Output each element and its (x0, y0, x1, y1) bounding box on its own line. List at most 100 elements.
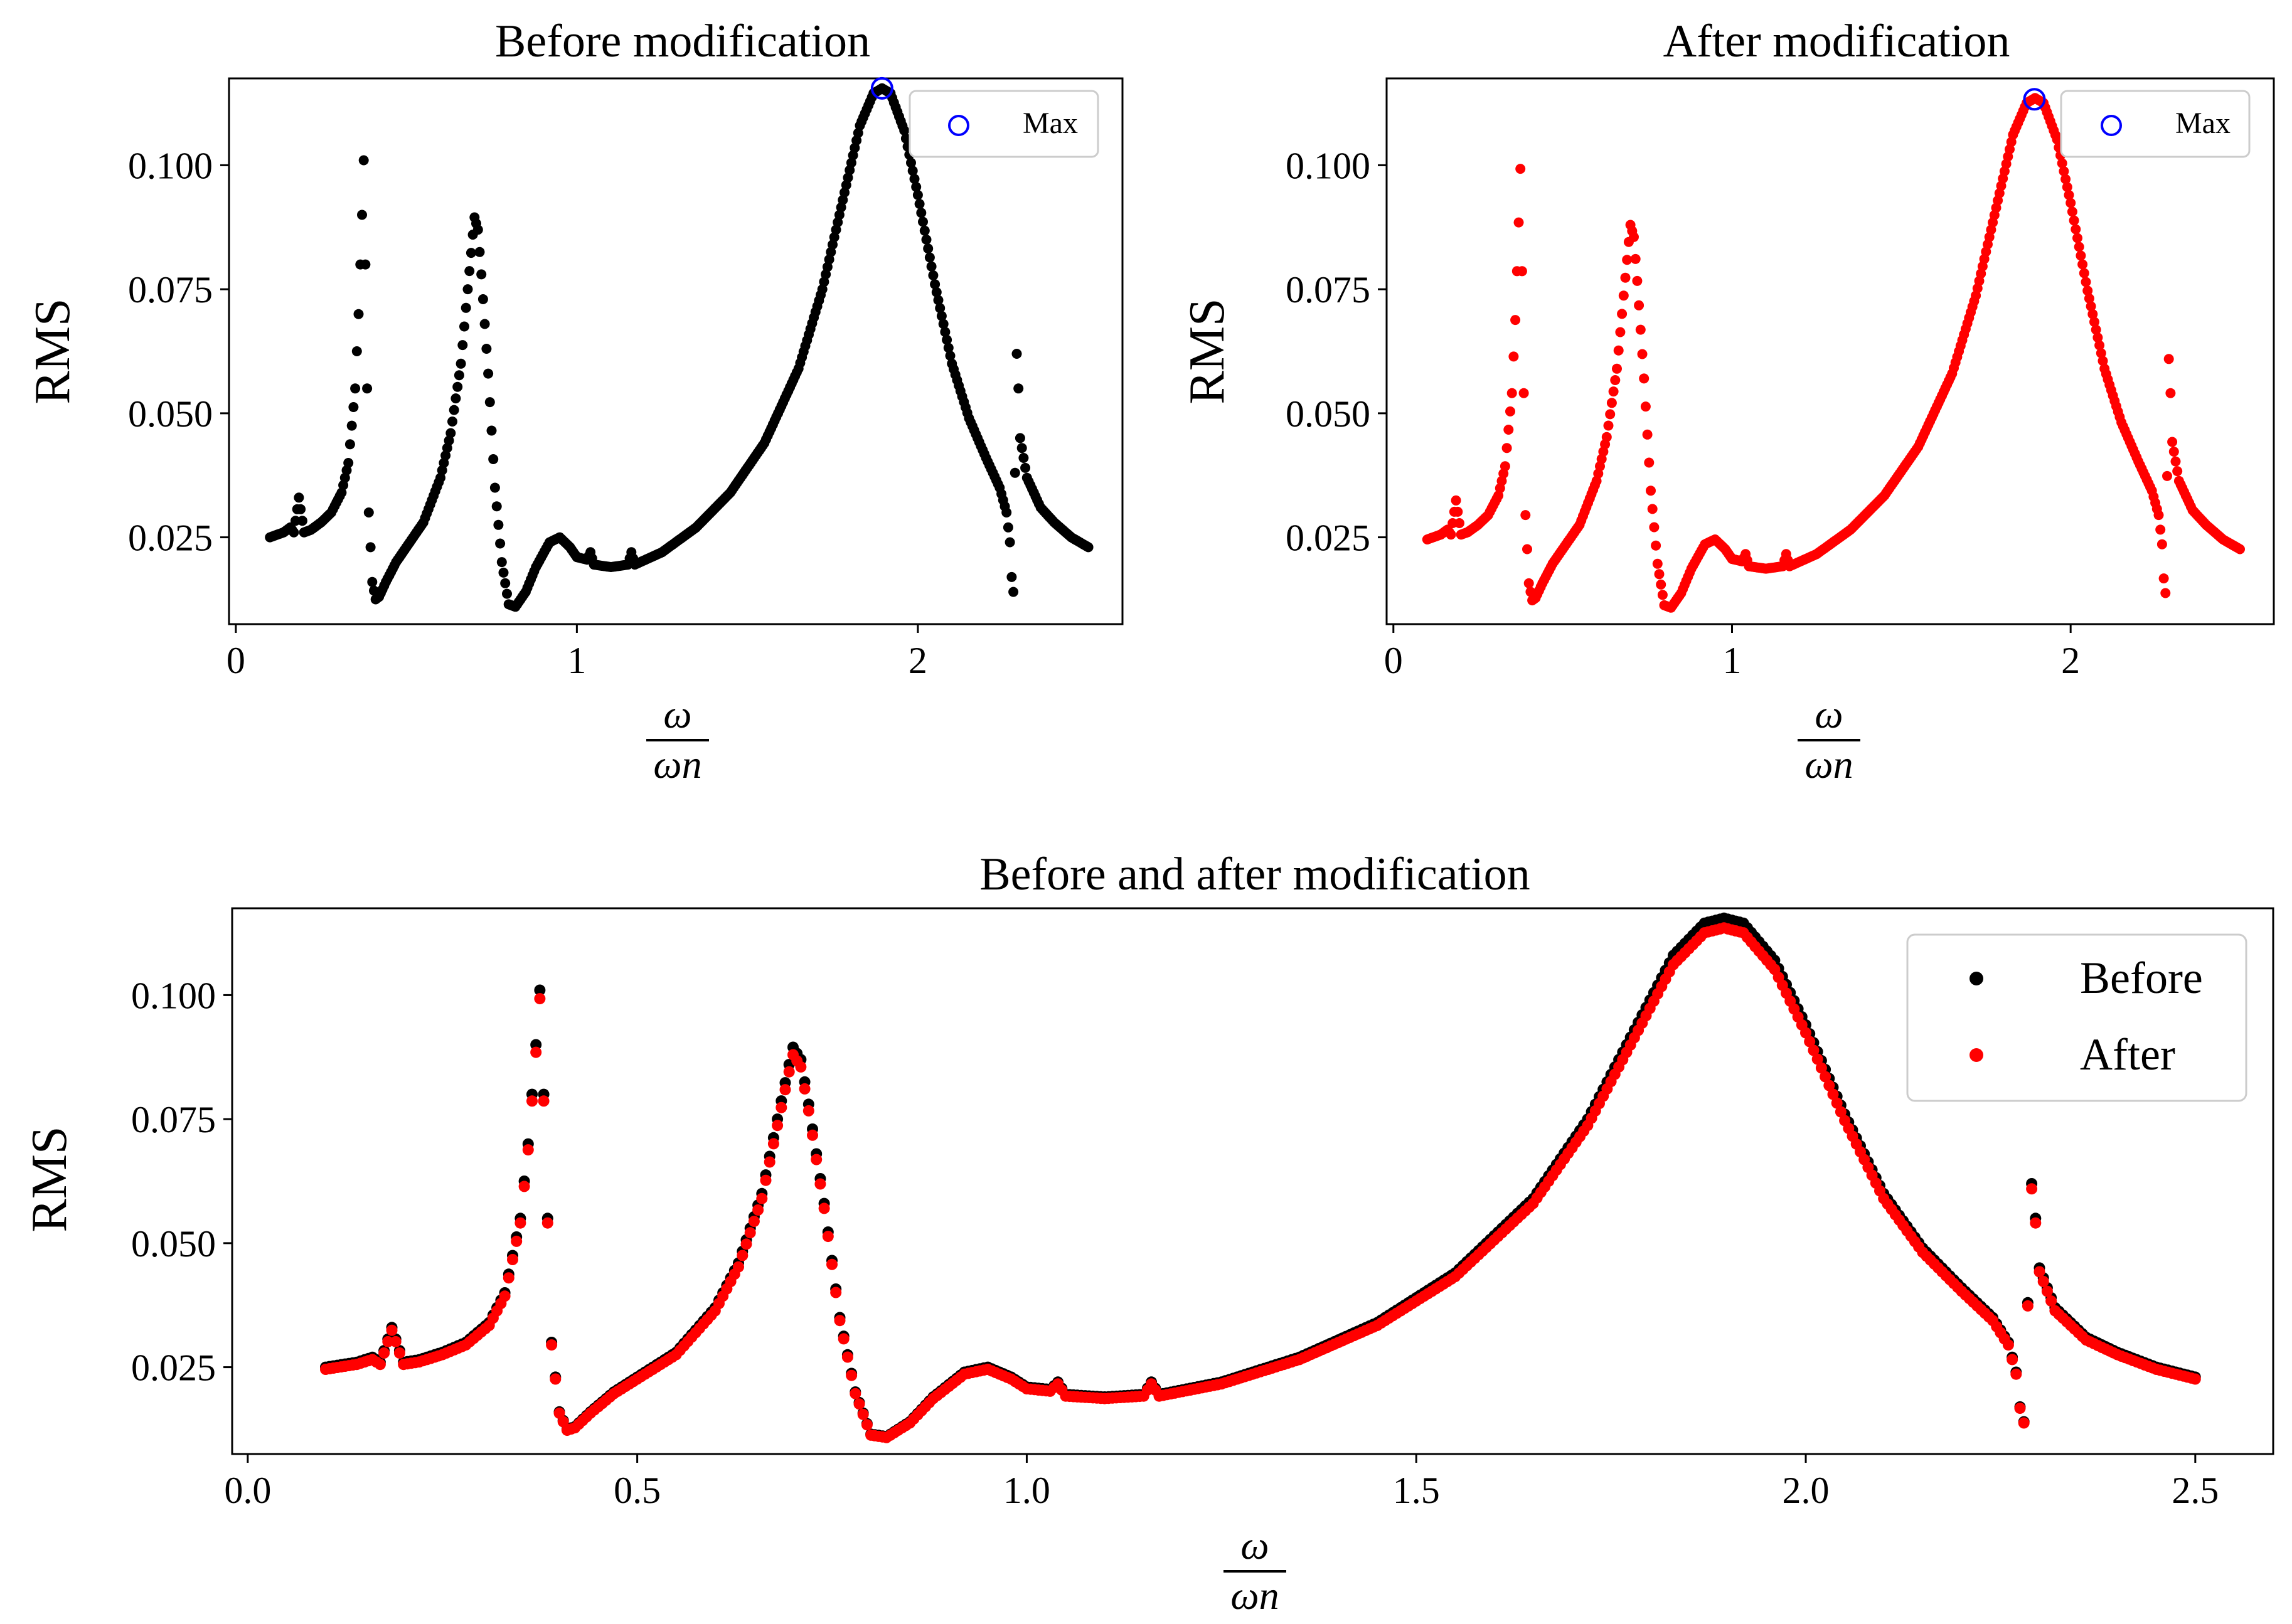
point-before-rms (294, 492, 304, 503)
point-before-rms (496, 557, 507, 568)
point-after-rms (2235, 544, 2245, 555)
point-before-rms (462, 284, 473, 295)
point-before-rms (452, 381, 463, 392)
axes-combined: 0.0 0.5 1.0 1.5 2.0 2.5 0.025 0.050 0.075 0.100 (131, 975, 2219, 1511)
xlabel-numerator-before: ω (663, 692, 691, 736)
point-after-rms (1639, 373, 1650, 384)
point-combined-after (2045, 1295, 2057, 1307)
xlabel-before: ω ωn (646, 692, 709, 787)
point-before-rms (351, 346, 362, 356)
point-after-rms (2069, 215, 2079, 226)
point-combined-after (783, 1066, 795, 1078)
point-before-rms (943, 342, 954, 353)
point-after-rms (1603, 420, 1614, 431)
point-before-rms (481, 344, 492, 354)
point-after-rms (1657, 590, 1668, 600)
point-after-rms (2071, 224, 2081, 235)
legend-box-combined (1906, 933, 2247, 1102)
point-after-rms (1620, 272, 1631, 283)
point-before-rms (360, 259, 371, 270)
xlabel-denominator-after: ωn (1804, 742, 1853, 787)
point-after-rms (1651, 540, 1661, 551)
point-before-rms (1013, 383, 1024, 394)
point-before-rms (843, 172, 853, 183)
point-before-rms (461, 302, 471, 313)
point-combined-after (386, 1324, 398, 1336)
point-before-rms (464, 266, 475, 277)
point-combined-after (1811, 1053, 1823, 1065)
point-after-rms (1518, 388, 1529, 398)
point-before-rms (899, 125, 910, 135)
point-after-rms (2064, 189, 2074, 200)
xlabel-denominator-combined: ωn (1230, 1573, 1279, 1618)
point-combined-after (557, 1416, 569, 1428)
point-before-rms (824, 254, 834, 265)
point-before-rms (928, 270, 939, 280)
point-after-rms (2092, 332, 2103, 343)
point-combined-after (740, 1238, 752, 1250)
panel-combined: Before and after modification 0.0 0.5 1.0 1… (22, 849, 2274, 1618)
legend-marker-after (1970, 1048, 1983, 1062)
point-before-rms (846, 157, 856, 168)
point-before-rms (498, 567, 509, 578)
point-before-rms (938, 319, 949, 329)
point-after-rms (2086, 301, 2096, 312)
legend-after: Max (2060, 90, 2251, 158)
point-combined-after (811, 1154, 823, 1165)
point-before-rms (447, 417, 457, 427)
point-before-rms (945, 351, 956, 361)
point-combined-after (550, 1373, 562, 1385)
point-after-rms (1510, 315, 1521, 326)
point-after-rms (1520, 510, 1531, 521)
point-after-rms (1503, 425, 1514, 435)
point-before-rms (336, 487, 347, 498)
point-before-rms (472, 225, 483, 235)
point-before-rms (923, 243, 934, 254)
point-before-rms (339, 472, 350, 483)
point-before-rms (459, 321, 469, 332)
point-before-rms (921, 235, 932, 245)
point-after-rms (1513, 217, 1524, 228)
point-before-rms (919, 225, 930, 236)
point-combined-after (2010, 1368, 2022, 1380)
point-combined-after (733, 1261, 744, 1273)
point-before-rms (289, 527, 299, 538)
point-combined-after (834, 1315, 846, 1327)
panel-before: Before modification 0 1 2 0.025 0.050 0.075 0.… (25, 16, 1124, 787)
point-before-rms (474, 247, 485, 257)
point-after-rms (2160, 588, 2171, 598)
point-before-rms (1001, 507, 1012, 517)
point-combined-after (861, 1419, 873, 1431)
point-before-rms (477, 294, 488, 304)
point-before-rms (435, 472, 445, 483)
point-combined-after (1800, 1027, 1811, 1039)
plot-frame-before (228, 77, 1124, 625)
xlabel-numerator-after: ω (1815, 692, 1843, 736)
scatter-combined (320, 912, 2201, 1443)
xtick-label-after: 2 (2061, 640, 2080, 681)
point-before-rms (828, 240, 838, 250)
point-before-rms (853, 128, 863, 138)
point-after-rms (1618, 290, 1629, 301)
point-before-rms (343, 458, 354, 468)
point-before-rms (838, 194, 848, 205)
title-combined: Before and after modification (979, 849, 1530, 900)
point-combined-after (553, 1407, 565, 1419)
point-combined-after (1815, 1062, 1827, 1074)
point-combined-after (760, 1174, 772, 1186)
point-combined-after (541, 1217, 553, 1229)
point-after-rms (2091, 324, 2101, 335)
point-combined-after (2026, 1183, 2038, 1195)
point-after-rms (1516, 266, 1527, 277)
xtick-label-before: 0 (227, 640, 245, 681)
point-combined-after (526, 1095, 538, 1107)
point-after-rms (2082, 285, 2093, 296)
point-before-rms (1083, 542, 1094, 553)
point-combined-before (534, 984, 546, 996)
point-before-rms (479, 319, 490, 329)
ytick-label-after: 0.100 (1286, 145, 1370, 186)
point-after-rms (2096, 348, 2106, 358)
point-after-rms (1652, 558, 1663, 569)
point-before-rms (1010, 467, 1020, 478)
point-before-rms (924, 252, 935, 263)
